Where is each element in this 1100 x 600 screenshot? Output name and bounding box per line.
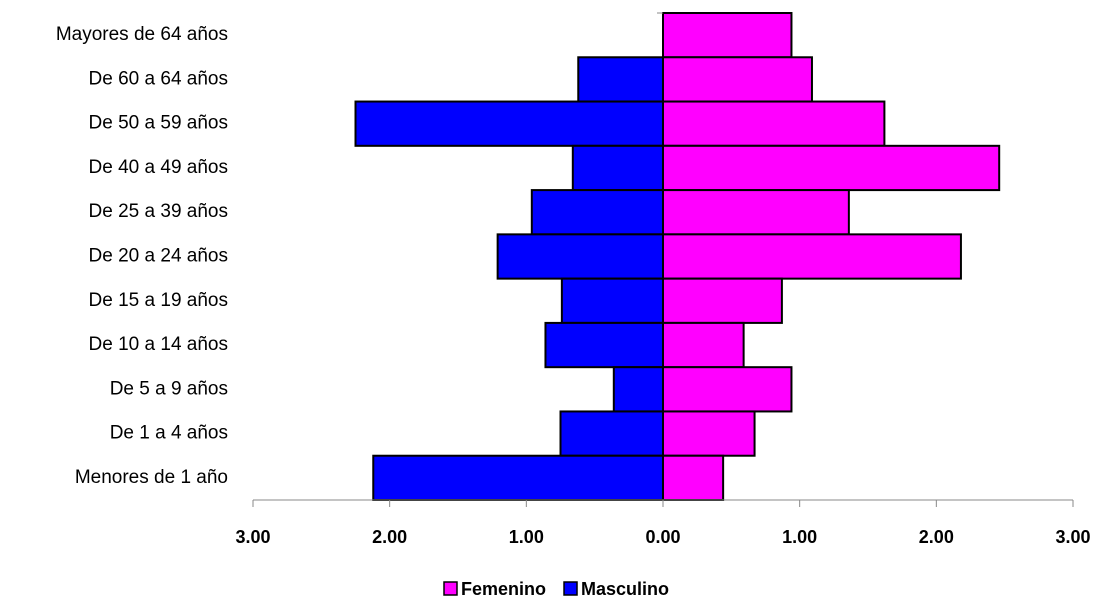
bar — [662, 454, 725, 501]
bar — [544, 321, 665, 369]
bar — [662, 144, 1001, 192]
bar — [354, 100, 664, 147]
bar — [662, 277, 783, 324]
y-tick-label: De 60 a 64 años — [89, 68, 228, 89]
y-tick-label: De 10 a 14 años — [89, 334, 228, 355]
bar — [662, 233, 962, 280]
x-tick-label: 1.00 — [509, 527, 544, 547]
bar — [560, 277, 664, 324]
y-tick-label: De 15 a 19 años — [89, 290, 228, 311]
y-tick-label: De 25 a 39 años — [89, 201, 228, 222]
x-tick-label: 2.00 — [372, 527, 407, 547]
bar — [662, 321, 745, 369]
bar — [662, 189, 850, 236]
legend-swatch — [443, 581, 458, 596]
x-tick-label: 0.00 — [645, 527, 680, 547]
bar — [372, 454, 664, 501]
y-tick-label: Mayores de 64 años — [56, 24, 228, 45]
legend-label: Masculino — [581, 579, 669, 599]
bar — [662, 100, 886, 147]
y-tick-label: De 1 a 4 años — [110, 423, 228, 444]
y-tick-label: De 20 a 24 años — [89, 246, 228, 267]
y-tick-label: De 50 a 59 años — [89, 113, 228, 134]
x-tick-label: 3.00 — [235, 527, 270, 547]
bar — [571, 144, 664, 192]
bar — [662, 366, 793, 413]
x-tick-label: 3.00 — [1055, 527, 1090, 547]
bar — [530, 189, 664, 236]
legend-swatch — [563, 581, 578, 596]
x-tick-label: 2.00 — [919, 527, 954, 547]
bar — [662, 410, 756, 457]
legend-label: Femenino — [461, 579, 546, 599]
x-tick-label: 1.00 — [782, 527, 817, 547]
bar — [559, 410, 664, 457]
bar — [612, 366, 664, 413]
bar — [662, 12, 793, 59]
bar — [577, 56, 664, 103]
bar — [662, 56, 813, 103]
y-tick-label: Menores de 1 año — [75, 467, 228, 488]
y-tick-label: De 5 a 9 años — [110, 378, 228, 399]
bar — [496, 233, 664, 280]
y-tick-label: De 40 a 49 años — [89, 157, 228, 178]
